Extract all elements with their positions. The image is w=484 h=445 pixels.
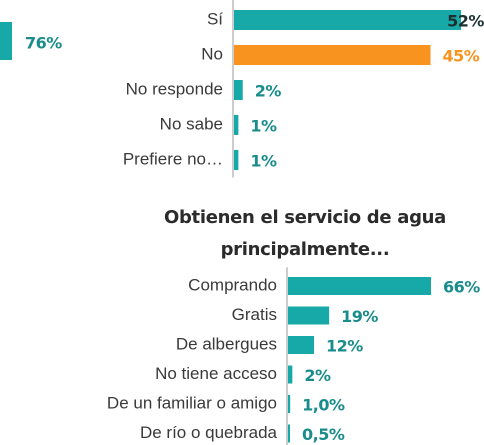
category-label: Gratis bbox=[232, 305, 277, 324]
category-label: Sí bbox=[207, 9, 223, 28]
bar bbox=[0, 22, 12, 60]
value-label: 1% bbox=[250, 117, 277, 136]
value-label: 76% bbox=[25, 34, 62, 53]
value-label: 1,0% bbox=[302, 396, 345, 415]
category-label: De río o quebrada bbox=[140, 423, 278, 442]
bar bbox=[288, 365, 293, 384]
value-label: 52% bbox=[447, 12, 484, 31]
value-label: 19% bbox=[341, 307, 378, 326]
category-label: No responde bbox=[126, 79, 223, 98]
bar bbox=[288, 277, 431, 295]
value-label: 45% bbox=[443, 47, 480, 66]
chart-title: Obtienen el servicio de agua bbox=[164, 207, 446, 228]
bar bbox=[234, 80, 243, 100]
chart-title: principalmente... bbox=[221, 239, 390, 260]
category-label: Comprando bbox=[188, 275, 277, 294]
value-label: 66% bbox=[443, 278, 480, 297]
bar bbox=[234, 10, 462, 30]
category-label: No tiene acceso bbox=[155, 364, 277, 383]
bar bbox=[234, 115, 239, 135]
category-label: De albergues bbox=[176, 334, 277, 353]
value-label: 12% bbox=[326, 337, 363, 356]
value-label: 0,5% bbox=[302, 425, 345, 444]
category-label: No bbox=[201, 44, 223, 63]
bar bbox=[288, 395, 291, 413]
bar bbox=[234, 45, 431, 65]
bar bbox=[288, 306, 330, 325]
bar bbox=[234, 150, 239, 170]
bar bbox=[288, 336, 314, 354]
category-label: No sabe bbox=[160, 114, 223, 133]
bar bbox=[288, 424, 290, 443]
value-label: 2% bbox=[255, 82, 282, 101]
category-label: Prefiere no… bbox=[123, 149, 223, 168]
value-label: 2% bbox=[304, 366, 331, 385]
value-label: 1% bbox=[250, 152, 277, 171]
category-label: De un familiar o amigo bbox=[107, 393, 277, 412]
